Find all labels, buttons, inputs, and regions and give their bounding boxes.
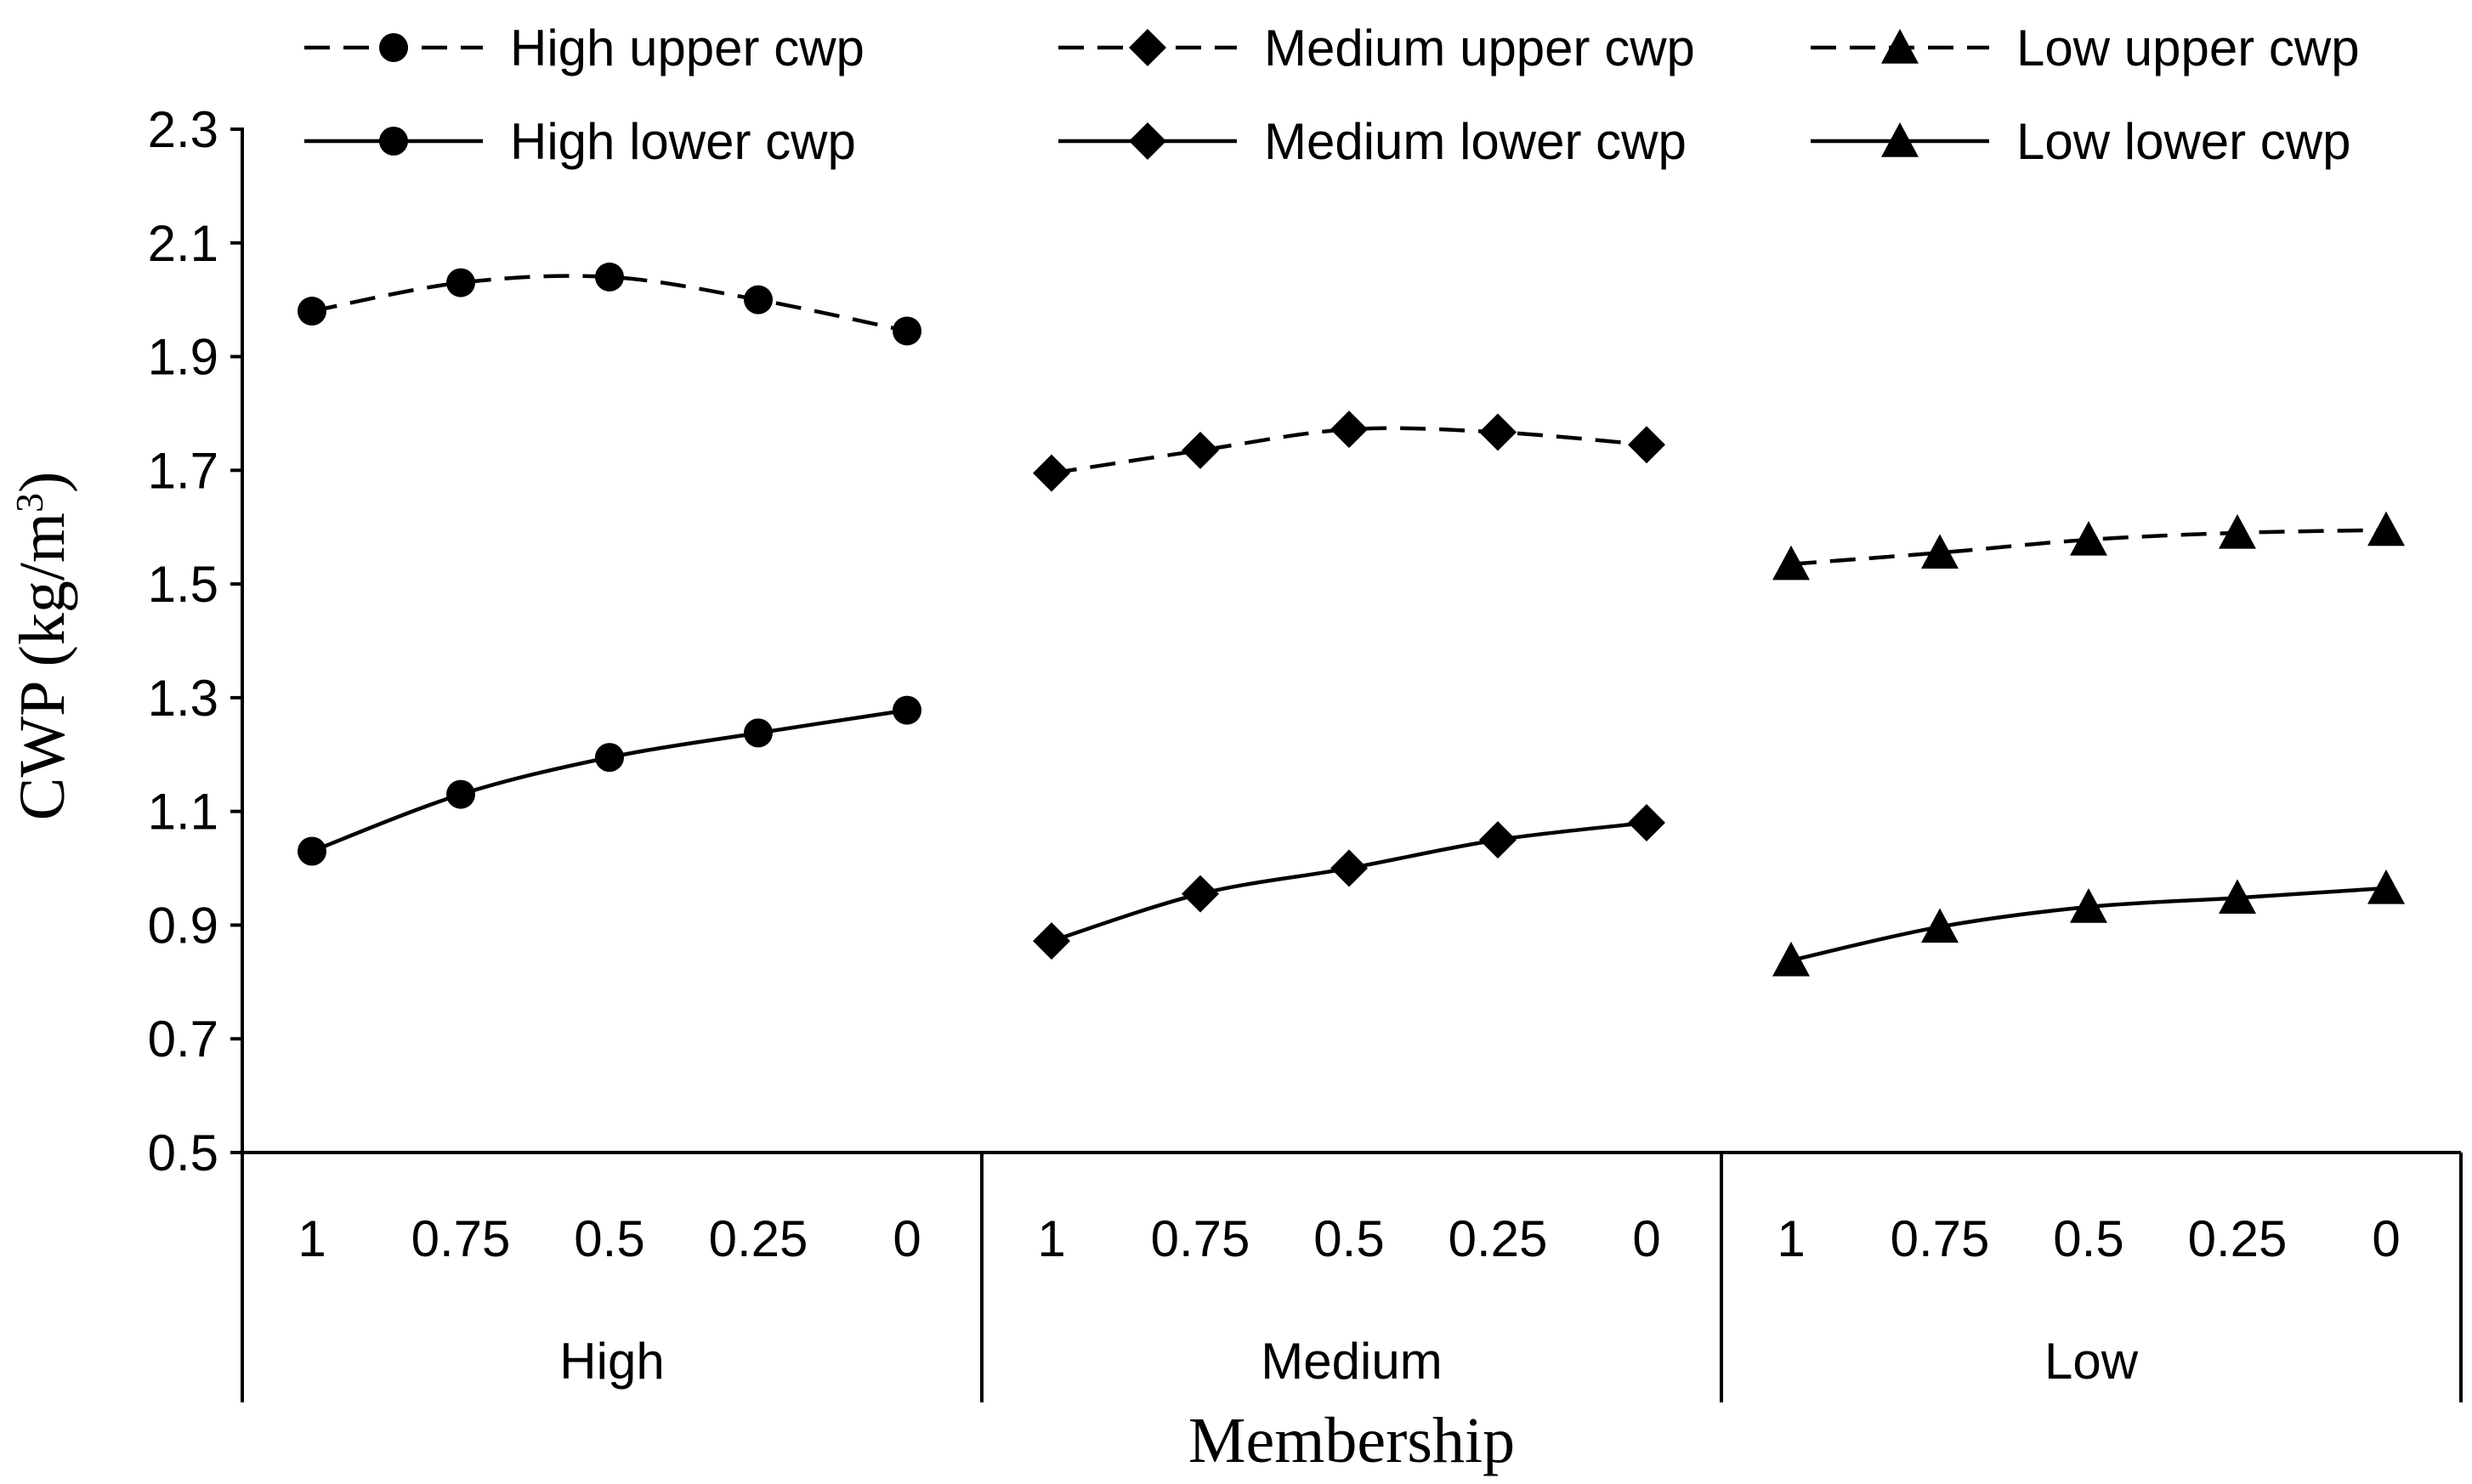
series-low-lower-cwp (1772, 869, 2405, 977)
series-line (311, 708, 908, 853)
data-point (2219, 879, 2256, 915)
legend-marker (379, 33, 408, 62)
x-axis-title: Membership (1188, 1405, 1515, 1476)
data-point (446, 268, 475, 297)
data-point (1921, 534, 1959, 569)
data-point (1628, 426, 1665, 464)
data-point (744, 718, 773, 748)
legend-marker (379, 127, 408, 156)
legend-marker (1129, 29, 1166, 66)
x-tick-label: 0 (893, 1210, 921, 1267)
legend-label: Low lower cwp (2016, 113, 2351, 170)
data-point (1479, 413, 1517, 451)
x-tick-label: 0.5 (574, 1210, 644, 1267)
legend-label: High lower cwp (510, 113, 856, 170)
data-point (2367, 511, 2405, 547)
x-group-label: High (559, 1333, 664, 1390)
legend: High upper cwp Medium upper cwp Low upper … (304, 20, 2360, 170)
data-point (1330, 849, 1368, 887)
legend-marker (1881, 29, 1919, 64)
data-point (1479, 821, 1517, 859)
y-axis: 0.5 0.7 0.9 1.1 1.3 1.5 1.7 1.9 2.1 2.3 (148, 101, 244, 1181)
series-high-upper-cwp (298, 262, 921, 346)
x-tick-label: 0.75 (1151, 1210, 1250, 1267)
x-tick-label: 1 (1037, 1210, 1065, 1267)
legend-item: Medium upper cwp (1058, 20, 1695, 76)
data-point (1182, 875, 1219, 913)
x-tick-label: 0.75 (1891, 1210, 1990, 1267)
y-tick-label: 1.7 (148, 442, 218, 499)
x-tick-label: 0.5 (2053, 1210, 2123, 1267)
data-point (2070, 888, 2107, 923)
data-point (2367, 869, 2405, 904)
legend-item: High lower cwp (304, 113, 856, 170)
x-tick-label: 1 (1777, 1210, 1805, 1267)
x-axis: 1 0.75 0.5 0.25 0 High 1 0.75 0.5 0.25 0 Medium 1 0.7… (241, 1151, 2463, 1402)
x-tick-label: 0 (1632, 1210, 1660, 1267)
y-tick-label: 1.5 (148, 556, 218, 613)
legend-item: Low upper cwp (1811, 20, 2360, 76)
y-tick-label: 1.9 (148, 329, 218, 386)
y-tick-label: 0.7 (148, 1011, 218, 1068)
legend-label: High upper cwp (510, 20, 865, 76)
y-tick-label: 2.1 (148, 215, 218, 272)
x-tick-label: 0.75 (411, 1210, 511, 1267)
x-tick-label: 0.5 (1313, 1210, 1384, 1267)
legend-item: High upper cwp (304, 20, 865, 76)
y-tick-label: 2.3 (148, 101, 218, 158)
y-tick-label: 1.3 (148, 670, 218, 727)
y-axis-title: CWP (kg/m3) (7, 472, 78, 821)
data-point (1772, 941, 1810, 977)
data-point (2070, 520, 2107, 556)
legend-marker (1881, 122, 1919, 157)
data-point (1033, 922, 1070, 960)
data-point (1628, 804, 1665, 842)
x-tick-label: 0 (2372, 1210, 2400, 1267)
y-tick-label: 0.5 (148, 1124, 218, 1181)
data-point (595, 743, 624, 773)
legend-label: Low upper cwp (2016, 20, 2360, 76)
y-axis-title-superscript: 3 (8, 493, 51, 513)
data-point (2219, 513, 2256, 549)
legend-item: Medium lower cwp (1058, 113, 1687, 170)
legend-label: Medium lower cwp (1264, 113, 1687, 170)
data-point (1772, 545, 1810, 581)
y-tick-label: 0.9 (148, 897, 218, 954)
x-tick-label: 1 (298, 1210, 326, 1267)
series-medium-lower-cwp (1033, 804, 1665, 960)
x-tick-label: 0.25 (709, 1210, 808, 1267)
data-point (1182, 431, 1219, 469)
data-point (446, 779, 475, 809)
data-point (744, 285, 773, 314)
x-group-label: Medium (1261, 1333, 1442, 1390)
data-point (893, 695, 921, 725)
x-tick-label: 0.25 (1449, 1210, 1548, 1267)
data-point (893, 316, 921, 346)
data-point (298, 297, 326, 326)
series-layer (298, 262, 2405, 977)
legend-label: Medium upper cwp (1264, 20, 1695, 76)
y-axis-title-suffix: ) (7, 472, 78, 493)
data-point (1033, 454, 1070, 492)
x-group-label: Low (2044, 1333, 2139, 1390)
series-line (1051, 426, 1647, 475)
data-point (1330, 411, 1368, 449)
series-medium-upper-cwp (1033, 411, 1665, 492)
series-low-upper-cwp (1772, 511, 2405, 581)
data-point (595, 262, 624, 292)
y-tick-label: 1.1 (148, 784, 218, 841)
data-point (298, 836, 326, 866)
x-tick-label: 0.25 (2188, 1210, 2288, 1267)
data-point (1921, 908, 1959, 943)
series-line (311, 274, 908, 333)
y-axis-title-main: CWP (kg/m (7, 513, 78, 820)
series-high-lower-cwp (298, 695, 921, 866)
legend-marker (1129, 122, 1166, 160)
legend-item: Low lower cwp (1811, 113, 2351, 170)
